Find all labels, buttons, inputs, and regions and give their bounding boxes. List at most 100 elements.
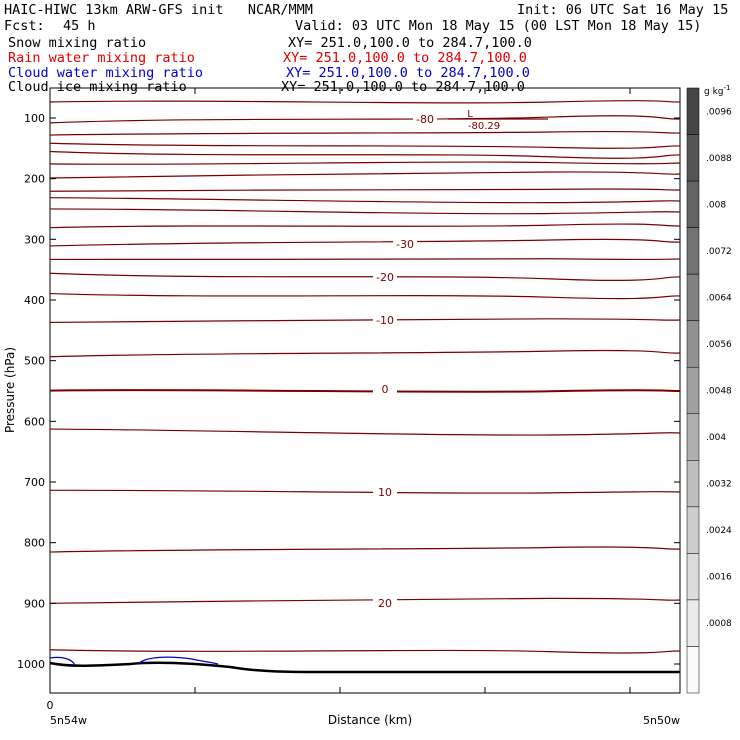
isotherm-line	[49, 546, 681, 553]
x-end-label: 5n50w	[643, 714, 680, 727]
colorbar-label: .008	[706, 200, 726, 210]
isotherm-label-bg	[393, 238, 417, 250]
y-tick-label: 800	[24, 537, 45, 550]
isotherm-label: 0	[382, 383, 389, 396]
y-axis-title: Pressure (hPa)	[3, 347, 17, 433]
colorbar-label: .0032	[706, 480, 732, 490]
isotherm-line	[49, 142, 681, 149]
colorbar-swatch	[686, 366, 700, 415]
isotherm-line	[49, 649, 681, 654]
isotherm-line	[49, 428, 681, 436]
isotherm-line	[49, 597, 681, 604]
colorbar-swatch	[686, 87, 700, 135]
y-tick-label: 200	[24, 173, 45, 186]
isotherm-label-bg	[373, 597, 397, 609]
isotherm-label: 20	[378, 597, 392, 610]
colorbar-label: .0072	[706, 247, 732, 257]
colorbar-swatch	[686, 646, 700, 694]
field-name-cloudice: Cloud ice mixing ratio	[8, 79, 187, 95]
isotherm-label: -30	[396, 238, 414, 251]
colorbar-swatch	[686, 460, 700, 508]
isotherm-line	[49, 257, 681, 261]
isotherm-line	[49, 171, 681, 179]
y-tick-label: 1000	[17, 658, 45, 671]
colorbar-swatch	[686, 599, 700, 647]
isotherm-line	[49, 223, 681, 229]
isotherm-label: -20	[376, 271, 394, 284]
y-tick-label: 700	[24, 476, 45, 489]
y-tick-label: 300	[24, 233, 45, 246]
colorbar-label: .0024	[706, 526, 732, 536]
isotherm-line	[49, 197, 681, 204]
colorbar-unit-exp: -1	[724, 84, 731, 92]
isotherm-line	[49, 489, 681, 494]
colorbar-label: .0016	[706, 573, 732, 583]
isotherm-line	[49, 272, 681, 281]
init-time: Init: 06 UTC Sat 16 May 15	[517, 2, 729, 18]
isotherm-line	[49, 349, 681, 358]
colorbar-unit-text: g kg	[704, 87, 724, 97]
isotherm-line	[49, 208, 681, 215]
colorbar-swatch	[686, 227, 700, 275]
colorbar-swatch	[686, 134, 700, 182]
isotherm-label-bg	[413, 113, 437, 125]
title-left: HAIC-HIWC 13km ARW-GFS init NCAR/MMM	[4, 2, 313, 18]
isotherm-label-bg	[373, 383, 397, 395]
valid-time: Valid: 03 UTC Mon 18 May 15 (00 LST Mon …	[295, 18, 702, 34]
isotherm-label: -10	[376, 314, 394, 327]
colorbar-swatch	[686, 553, 700, 601]
y-tick-label: 500	[24, 355, 45, 368]
low-value: -80.29	[468, 121, 500, 132]
colorbar-swatch	[686, 320, 700, 368]
colorbar-label: .0088	[706, 154, 732, 164]
x-start-label: 5n54w	[50, 714, 87, 727]
field-name-cloudwater: Cloud water mixing ratio	[8, 65, 204, 81]
colorbar: .0096 .0088 .008 .0072 .0064 .0056 .0048 .004 .0…	[686, 87, 732, 694]
terrain	[49, 656, 680, 674]
y-tick-label: 600	[24, 415, 45, 428]
colorbar-swatch	[686, 180, 700, 228]
field-xy-snow: XY= 251.0,100.0 to 284.7,100.0	[288, 35, 532, 51]
isotherm-label: -80	[416, 113, 434, 126]
y-tick-label: 900	[24, 597, 45, 610]
field-xy-rain: XY= 251.0,100.0 to 284.7,100.0	[283, 50, 527, 66]
isotherm-label-bg	[373, 271, 397, 283]
cloud-water-contour	[137, 656, 219, 665]
colorbar-label: .0096	[706, 107, 732, 117]
colorbar-label: .0056	[706, 340, 732, 350]
fcst-label: Fcst:	[4, 18, 45, 34]
isotherm-line	[49, 100, 681, 104]
isotherm-line	[49, 161, 681, 165]
colorbar-swatch	[686, 413, 700, 461]
field-xy-cloudice: XY= 251.0,100.0 to 284.7,100.0	[281, 79, 525, 95]
isotherm-line	[49, 115, 681, 124]
y-tick-label: 100	[24, 112, 45, 125]
isotherm-label: 10	[378, 486, 392, 499]
field-name-rain: Rain water mixing ratio	[8, 50, 195, 66]
isotherm-line	[49, 389, 681, 393]
isotherm-label-bg	[373, 486, 397, 498]
field-xy-cloudwater: XY= 251.0,100.0 to 284.7,100.0	[286, 65, 530, 81]
x-axis-title: Distance (km)	[328, 713, 412, 727]
colorbar-label: .0048	[706, 387, 732, 397]
colorbar-swatch	[686, 273, 700, 321]
colorbar-label: .0008	[706, 619, 732, 629]
colorbar-label: .004	[706, 433, 726, 443]
isotherm-line	[49, 130, 681, 136]
isotherm-line	[49, 318, 681, 324]
isotherm-line	[49, 238, 681, 247]
colorbar-swatch	[686, 506, 700, 554]
x-zero-label: 0	[47, 699, 54, 712]
fcst-value: 45 h	[63, 18, 96, 34]
colorbar-label: .0064	[706, 293, 732, 303]
isotherm-line	[49, 188, 681, 192]
low-marker: L	[467, 109, 473, 120]
isotherm-line	[49, 292, 681, 300]
y-tick-label: 400	[24, 294, 45, 307]
isotherm-label-bg	[373, 314, 397, 326]
colorbar-unit: g kg-1	[704, 84, 730, 97]
isotherm-line	[49, 150, 681, 159]
field-name-snow: Snow mixing ratio	[8, 35, 147, 51]
